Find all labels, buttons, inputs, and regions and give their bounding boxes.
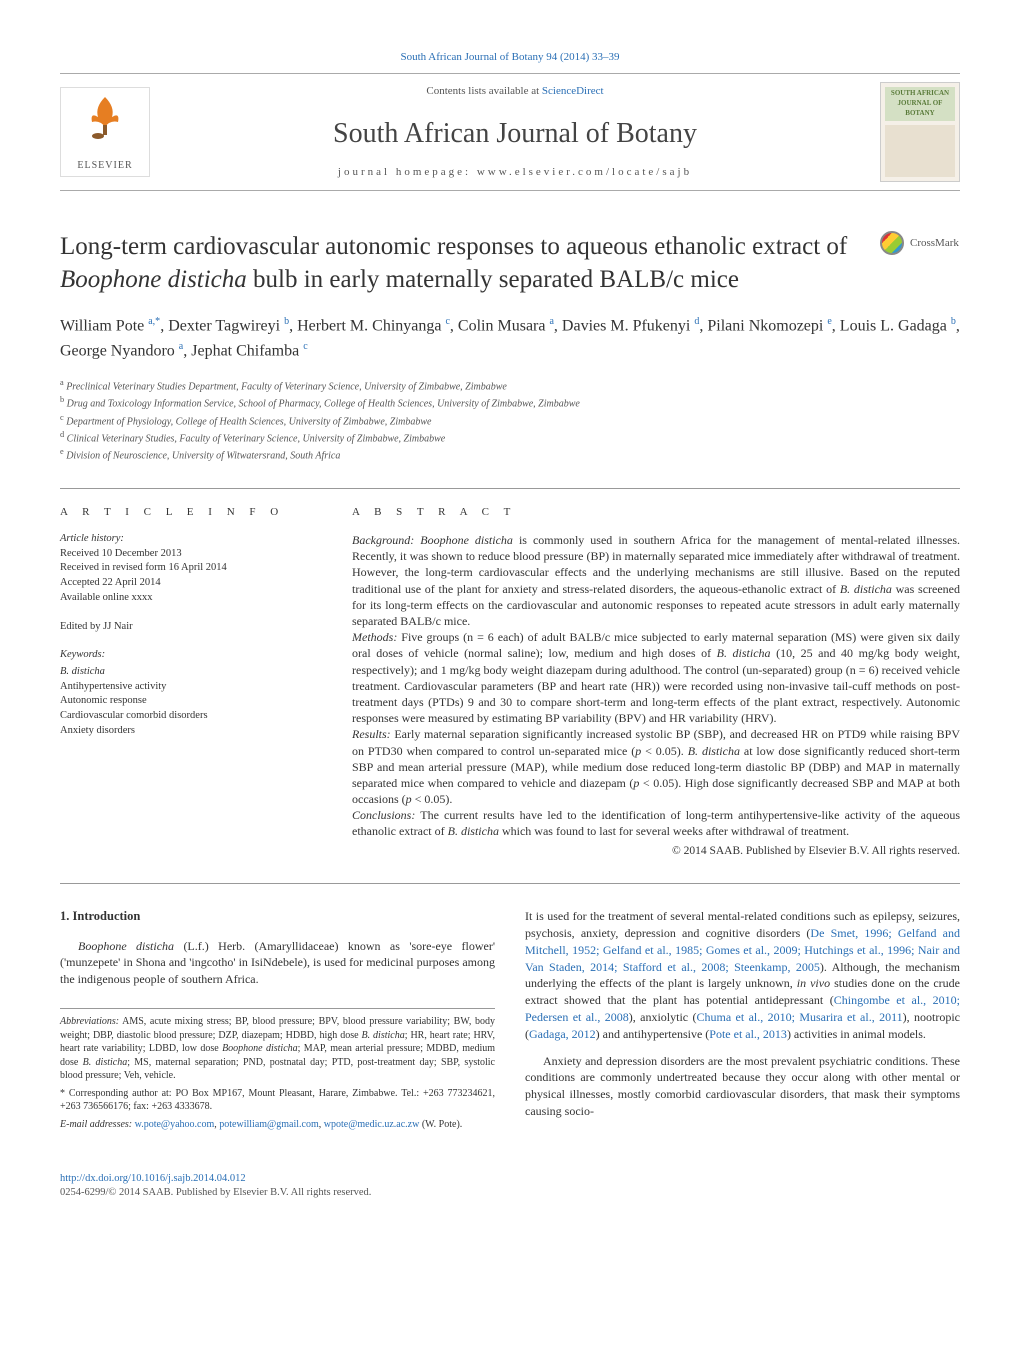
affiliation-line: b Drug and Toxicology Information Servic… — [60, 394, 960, 411]
affiliation-line: c Department of Physiology, College of H… — [60, 412, 960, 429]
left-column: 1. Introduction Boophone disticha (L.f.)… — [60, 908, 495, 1131]
article-title: Long-term cardiovascular autonomic respo… — [60, 231, 860, 296]
crossmark-badge[interactable]: CrossMark — [880, 231, 960, 255]
edited-by: Edited by JJ Nair — [60, 620, 312, 635]
elsevier-name: ELSEVIER — [77, 159, 132, 173]
keyword: B. disticha — [60, 665, 312, 680]
history-label: Article history: — [60, 532, 312, 547]
intro-para-2: It is used for the treatment of several … — [525, 908, 960, 1042]
article-info-column: A R T I C L E I N F O Article history: R… — [60, 505, 312, 859]
email-addresses: E-mail addresses: w.pote@yahoo.com, pote… — [60, 1118, 495, 1132]
divider — [60, 883, 960, 884]
journal-name: South African Journal of Botany — [150, 114, 880, 153]
contents-line: Contents lists available at ScienceDirec… — [150, 84, 880, 99]
journal-header: ELSEVIER Contents lists available at Sci… — [60, 73, 960, 191]
keyword: Antihypertensive activity — [60, 680, 312, 695]
accepted-date: Accepted 22 April 2014 — [60, 576, 312, 591]
revised-date: Received in revised form 16 April 2014 — [60, 561, 312, 576]
author-list: William Pote a,*, Dexter Tagwireyi b, He… — [60, 314, 960, 363]
running-head-journal[interactable]: South African Journal of Botany — [400, 51, 543, 63]
crossmark-icon — [880, 231, 904, 255]
abstract-column: A B S T R A C T Background: Boophone dis… — [352, 505, 960, 859]
journal-cover-thumbnail[interactable]: SOUTH AFRICAN JOURNAL OF BOTANY — [880, 82, 960, 182]
article-info-heading: A R T I C L E I N F O — [60, 505, 312, 520]
issn-copyright: 0254-6299/© 2014 SAAB. Published by Else… — [60, 1186, 960, 1201]
affiliation-line: d Clinical Veterinary Studies, Faculty o… — [60, 429, 960, 446]
homepage-url[interactable]: www.elsevier.com/locate/sajb — [477, 166, 692, 178]
journal-homepage: journal homepage: www.elsevier.com/locat… — [150, 165, 880, 180]
right-column: It is used for the treatment of several … — [525, 908, 960, 1131]
intro-para-3: Anxiety and depression disorders are the… — [525, 1053, 960, 1120]
page-footer: http://dx.doi.org/10.1016/j.sajb.2014.04… — [60, 1172, 960, 1201]
keyword: Anxiety disorders — [60, 724, 312, 739]
abstract-results: Results: Early maternal separation signi… — [352, 726, 960, 807]
cover-image-icon — [885, 125, 955, 178]
online-date: Available online xxxx — [60, 591, 312, 606]
abstract-methods: Methods: Five groups (n = 6 each) of adu… — [352, 629, 960, 726]
running-head-pages: 94 (2014) 33–39 — [546, 51, 619, 63]
sciencedirect-link[interactable]: ScienceDirect — [542, 85, 604, 97]
email-link[interactable]: wpote@medic.uz.ac.zw — [324, 1119, 420, 1130]
email-link[interactable]: potewilliam@gmail.com — [219, 1119, 318, 1130]
abbreviations-block: Abbreviations: AMS, acute mixing stress;… — [60, 1008, 495, 1083]
abstract-background: Background: Boophone disticha is commonl… — [352, 532, 960, 629]
section-heading-intro: 1. Introduction — [60, 908, 495, 926]
affiliation-line: e Division of Neuroscience, University o… — [60, 446, 960, 463]
copyright-line: © 2014 SAAB. Published by Elsevier B.V. … — [352, 844, 960, 860]
abstract-conclusions: Conclusions: The current results have le… — [352, 807, 960, 839]
abstract-heading: A B S T R A C T — [352, 505, 960, 520]
intro-para-1: Boophone disticha (L.f.) Herb. (Amarylli… — [60, 938, 495, 988]
keywords-list: B. distichaAntihypertensive activityAuto… — [60, 665, 312, 738]
keyword: Autonomic response — [60, 694, 312, 709]
received-date: Received 10 December 2013 — [60, 547, 312, 562]
corresponding-author: * Corresponding author at: PO Box MP167,… — [60, 1087, 495, 1114]
email-link[interactable]: w.pote@yahoo.com — [135, 1119, 215, 1130]
affiliations: a Preclinical Veterinary Studies Departm… — [60, 377, 960, 464]
running-head: South African Journal of Botany 94 (2014… — [60, 50, 960, 65]
elsevier-tree-icon — [80, 92, 130, 157]
affiliation-line: a Preclinical Veterinary Studies Departm… — [60, 377, 960, 394]
keywords-label: Keywords: — [60, 648, 312, 663]
elsevier-logo[interactable]: ELSEVIER — [60, 87, 150, 177]
doi-link[interactable]: http://dx.doi.org/10.1016/j.sajb.2014.04… — [60, 1172, 960, 1187]
keyword: Cardiovascular comorbid disorders — [60, 709, 312, 724]
